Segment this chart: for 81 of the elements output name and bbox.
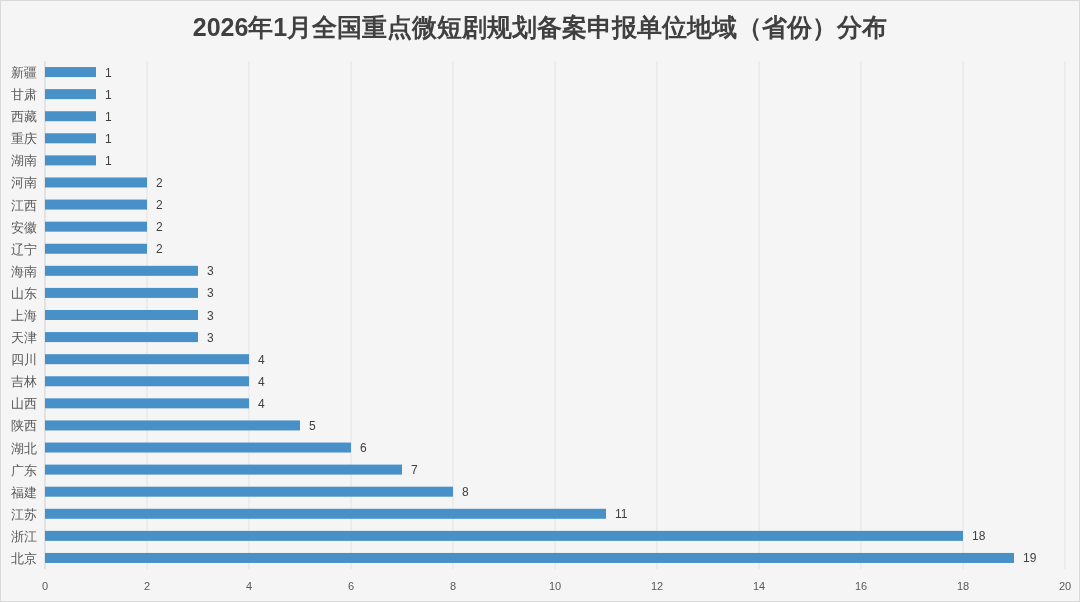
x-tick-label: 2 <box>143 580 151 592</box>
y-tick-label: 山西 <box>11 396 37 412</box>
bar <box>45 354 249 365</box>
data-label: 1 <box>105 153 112 168</box>
bar <box>45 508 606 519</box>
bar <box>45 243 147 254</box>
y-tick-label: 河南 <box>11 175 37 191</box>
x-tick-label: 10 <box>548 580 562 592</box>
bar <box>45 89 96 100</box>
y-tick-label: 江苏 <box>11 506 37 522</box>
x-tick-label: 16 <box>854 580 868 592</box>
y-tick-label: 山东 <box>11 285 37 301</box>
data-label: 7 <box>411 463 418 478</box>
data-label: 2 <box>156 198 163 213</box>
data-label: 1 <box>105 87 112 102</box>
x-tick-label: 8 <box>449 580 457 592</box>
chart-title: 2026年1月全国重点微短剧规划备案申报单位地域（省份）分布 <box>192 13 888 41</box>
y-tick-label: 湖北 <box>11 440 37 456</box>
y-tick-label: 江西 <box>11 197 37 213</box>
y-tick-label: 海南 <box>11 263 37 279</box>
data-label: 4 <box>258 352 265 367</box>
y-tick-label: 辽宁 <box>11 241 37 257</box>
y-tick-label: 浙江 <box>11 528 37 544</box>
data-label: 19 <box>1023 551 1037 566</box>
bar <box>45 265 198 276</box>
data-label: 3 <box>207 264 214 279</box>
data-label: 2 <box>156 175 163 190</box>
data-label: 5 <box>309 418 316 433</box>
bar <box>45 111 96 122</box>
data-label: 3 <box>207 286 214 301</box>
data-label: 2 <box>156 242 163 257</box>
data-label: 18 <box>972 529 986 544</box>
bar <box>45 177 147 188</box>
bar <box>45 376 249 387</box>
bar <box>45 199 147 210</box>
data-label: 2 <box>156 220 163 235</box>
bar <box>45 155 96 166</box>
y-tick-label: 广东 <box>11 462 37 478</box>
x-tick-label: 6 <box>347 580 355 592</box>
data-label: 3 <box>207 330 214 345</box>
y-tick-label: 福建 <box>11 484 37 500</box>
y-tick-label: 湖南 <box>11 153 37 169</box>
bar <box>45 310 198 320</box>
y-tick-label: 四川 <box>11 352 37 368</box>
y-tick-label: 上海 <box>11 308 37 323</box>
data-label: 1 <box>105 109 112 124</box>
data-label: 4 <box>258 396 265 411</box>
data-label: 3 <box>207 308 214 323</box>
bar <box>45 552 1014 563</box>
bar <box>45 442 351 453</box>
x-tick-label: 14 <box>752 580 766 592</box>
bar <box>45 221 147 232</box>
data-label: 4 <box>258 374 265 389</box>
x-tick-label: 20 <box>1058 580 1072 592</box>
data-label: 6 <box>360 441 367 456</box>
x-tick-label: 18 <box>956 580 970 592</box>
y-tick-label: 新疆 <box>11 65 37 81</box>
bar <box>45 287 198 298</box>
bar <box>45 486 453 497</box>
data-label: 1 <box>105 131 112 146</box>
data-label: 1 <box>105 65 112 80</box>
bar <box>45 464 402 475</box>
y-tick-label: 重庆 <box>11 131 37 147</box>
bar <box>45 420 300 431</box>
y-tick-label: 天津 <box>11 330 37 346</box>
y-tick-label: 北京 <box>11 550 37 566</box>
bar <box>45 133 96 144</box>
data-label: 11 <box>615 507 628 522</box>
y-tick-label: 西藏 <box>11 109 37 125</box>
bar <box>45 332 198 343</box>
y-tick-label: 甘肃 <box>11 87 37 103</box>
bar <box>45 67 96 78</box>
x-tick-label: 12 <box>650 580 664 592</box>
y-tick-label: 吉林 <box>11 374 37 390</box>
data-label: 8 <box>462 485 469 500</box>
bar <box>45 530 963 541</box>
y-tick-label: 安徽 <box>11 219 37 235</box>
bar <box>45 398 249 409</box>
x-tick-label: 0 <box>41 580 49 592</box>
y-tick-label: 陕西 <box>11 418 37 434</box>
x-tick-label: 4 <box>245 580 253 592</box>
